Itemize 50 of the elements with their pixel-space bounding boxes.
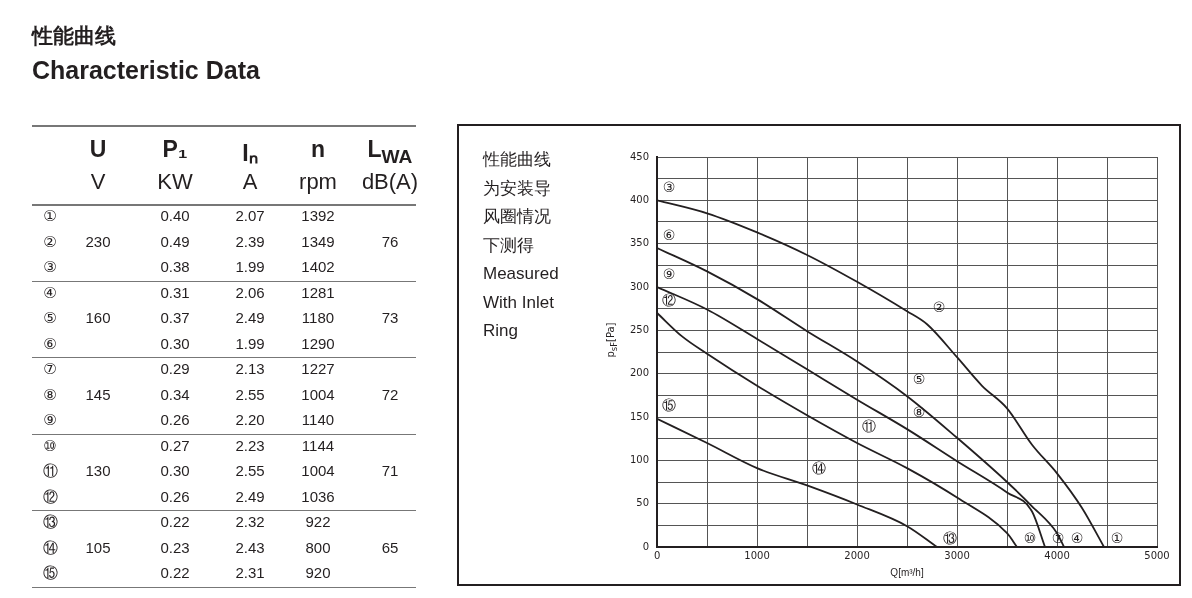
y-tick-label: 150 — [629, 410, 650, 422]
text: ⑩ 0.27 2.23 1144 — [43, 436, 335, 455]
text: ⑧ 145 0.34 2.55 1004 72 — [43, 385, 399, 404]
annotation: ⑬ — [943, 529, 958, 546]
annotation: ① — [1110, 529, 1124, 546]
text: ⑮ 0.22 2.31 920 — [42, 564, 331, 582]
x-tick-label: 1000 — [744, 549, 770, 561]
y-tick-label: 400 — [629, 193, 650, 205]
text: ② 230 0.49 2.39 1349 76 — [43, 232, 399, 251]
y-tick-label: 450 — [629, 150, 650, 162]
annotation: ⑩ — [1023, 529, 1037, 546]
y-tick-label: 300 — [629, 280, 650, 292]
annotation: ⑤ — [912, 370, 926, 387]
x-axis-title: Q[m³/h] — [890, 566, 924, 578]
annotation: ⑫ — [662, 291, 677, 308]
annotation: ⑭ — [812, 460, 827, 477]
text: U P₁ Iₙ n L$_{WA}$ — [89, 136, 413, 167]
text: ⑫ 0.26 2.49 1036 — [42, 487, 335, 506]
x-tick-label: 2000 — [844, 549, 870, 561]
y-tick-label: 200 — [629, 367, 650, 379]
annotation: ⑨ — [662, 265, 676, 282]
text: V KW A rpm dB(A) — [90, 169, 419, 194]
text: ⑭ 105 0.23 2.43 800 65 — [42, 538, 399, 557]
text: ⑥ 0.30 1.99 1290 — [43, 334, 335, 353]
text: ⑤ 160 0.37 2.49 1180 73 — [43, 309, 399, 327]
x-tick-label: 3000 — [944, 549, 970, 561]
text: ⑨ 0.26 2.20 1140 — [43, 411, 335, 429]
y-tick-label: 100 — [629, 453, 650, 465]
text: ⑦ 0.29 2.13 1227 — [43, 360, 335, 378]
annotation: ⑥ — [662, 226, 676, 243]
text: ⑪ 130 0.30 2.55 1004 71 — [42, 462, 399, 480]
text: Measured With Inlet Ring — [483, 263, 560, 342]
annotation: ⑮ — [662, 397, 677, 414]
annotation: ⑪ — [862, 417, 877, 434]
annotation: ④ — [1070, 529, 1084, 546]
x-tick-label: 5000 — [1144, 549, 1170, 561]
text: Characteristic Data — [32, 56, 260, 85]
text: ④ 0.31 2.06 1281 — [43, 283, 335, 302]
y-tick-label: 350 — [629, 237, 650, 249]
y-tick-label: 0 — [642, 540, 650, 552]
text: ① 0.40 2.07 1392 — [43, 207, 335, 225]
text: ⑬ 0.22 2.32 922 — [42, 513, 331, 531]
annotation: ③ — [662, 178, 676, 195]
text: 性能曲线 — [32, 23, 116, 50]
x-tick-label: 4000 — [1044, 549, 1070, 561]
y-tick-label: 250 — [629, 323, 650, 335]
text: 性能曲线为安装导风圈情况下测得 — [483, 149, 552, 257]
x-tick-label: 0 — [653, 549, 661, 561]
y-tick-label: 50 — [636, 497, 650, 509]
text: ③ 0.38 1.99 1402 — [43, 258, 335, 276]
